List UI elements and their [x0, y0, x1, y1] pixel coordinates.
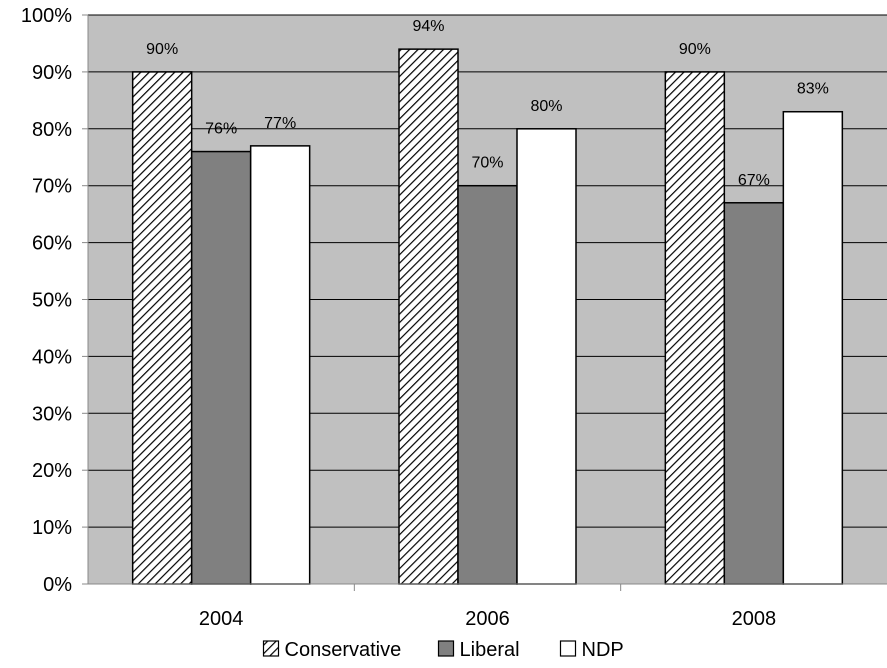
legend-label-ndp: NDP [582, 639, 624, 661]
y-tick-label: 90% [32, 62, 72, 84]
bar-conservative-2006 [398, 48, 459, 585]
data-label: 90% [679, 41, 711, 58]
legend-label-liberal: Liberal [460, 639, 520, 661]
bar-conservative-2004 [131, 71, 193, 585]
y-tick-label: 70% [32, 176, 72, 198]
data-label: 67% [738, 172, 770, 189]
data-label: 80% [530, 98, 562, 115]
bar-liberal-2006 [457, 184, 518, 585]
y-tick-label: 100% [21, 5, 72, 27]
x-category-label: 2004 [199, 608, 244, 630]
y-tick-label: 20% [32, 460, 72, 482]
bar-conservative-2008 [664, 71, 726, 585]
x-category-label: 2008 [732, 608, 777, 630]
y-tick-label: 50% [32, 290, 72, 312]
bar-ndp-2006 [516, 128, 577, 585]
y-tick-label: 40% [32, 346, 72, 368]
legend-label-conservative: Conservative [285, 639, 402, 661]
y-tick-label: 0% [43, 574, 72, 596]
data-label: 90% [146, 41, 178, 58]
bar-ndp-2004 [249, 145, 311, 585]
y-tick-label: 60% [32, 233, 72, 255]
legend-swatch-ndp [559, 640, 577, 657]
bar-liberal-2004 [190, 150, 252, 585]
data-label: 76% [205, 121, 237, 138]
legend-swatch-conservative [262, 640, 280, 657]
x-category-label: 2006 [465, 608, 510, 630]
data-label: 94% [412, 18, 444, 35]
data-label: 70% [471, 155, 503, 172]
data-label: 77% [264, 115, 296, 132]
bar-ndp-2008 [782, 110, 844, 585]
y-tick-label: 30% [32, 403, 72, 425]
bar-liberal-2008 [723, 202, 785, 585]
data-label: 83% [797, 81, 829, 98]
legend-swatch-liberal [437, 640, 455, 657]
y-tick-label: 80% [32, 119, 72, 141]
y-tick-label: 10% [32, 517, 72, 539]
